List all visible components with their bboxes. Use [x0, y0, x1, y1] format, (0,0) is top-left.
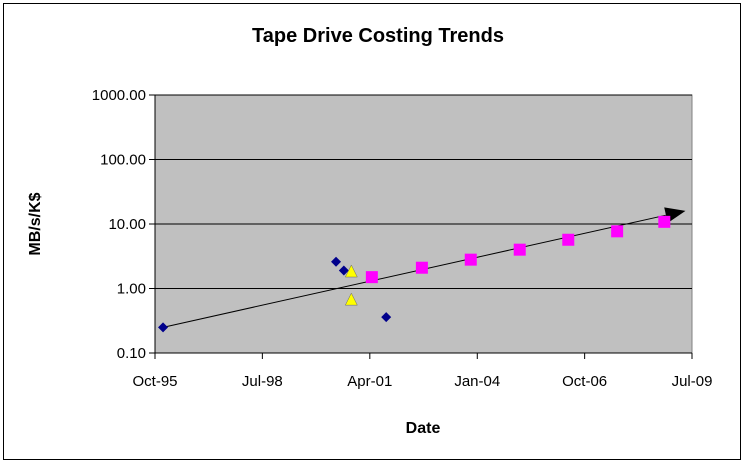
x-tick-label: Jul-09 — [672, 373, 713, 390]
diamond-point — [381, 312, 392, 323]
y-tick-label: 1.00 — [117, 281, 146, 298]
gridlines — [155, 94, 692, 289]
x-tick-label: Apr-01 — [347, 373, 392, 390]
x-axis: Oct-95 Jul-98 Apr-01 Jan-04 Oct-06 Jul-09 — [132, 352, 713, 390]
y-tick-label: 100.00 — [100, 152, 146, 169]
square-point — [415, 261, 428, 274]
trendline-line — [162, 214, 667, 328]
square-point — [658, 215, 671, 228]
triangle-point — [344, 264, 358, 278]
triangle-point — [344, 292, 358, 306]
square-point — [464, 253, 477, 266]
y-axis: 0.10 1.00 10.00 100.00 1000.00 — [92, 87, 156, 362]
x-tick-label: Oct-06 — [562, 373, 607, 390]
y-tick-label: 1000.00 — [92, 87, 146, 104]
diamond-point — [158, 322, 169, 333]
x-tick-label: Jan-04 — [454, 373, 500, 390]
y-axis-title: MB/s/K$ — [27, 192, 44, 255]
data-points — [158, 215, 671, 333]
square-point — [611, 225, 624, 238]
diamond-point — [338, 265, 349, 276]
chart-title: Tape Drive Costing Trends — [252, 25, 504, 47]
square-point — [513, 243, 526, 256]
square-point — [365, 271, 378, 284]
diamond-point — [331, 256, 342, 267]
x-axis-title: Date — [406, 420, 441, 437]
y-tick-label: 0.10 — [117, 345, 146, 362]
y-tick-label: 10.00 — [108, 216, 146, 233]
x-tick-label: Oct-95 — [132, 373, 177, 390]
square-point — [562, 233, 575, 246]
x-tick-label: Jul-98 — [242, 373, 283, 390]
